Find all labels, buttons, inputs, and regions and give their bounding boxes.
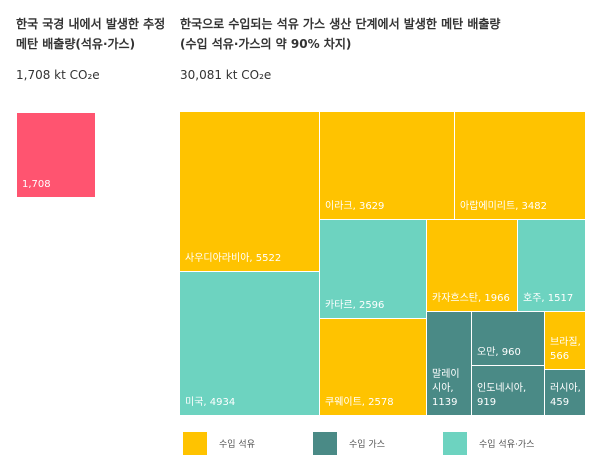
treemap-cell-말레이시아[interactable]: 말레이 시아, 1139 (426, 311, 472, 416)
treemap-cell-오만[interactable]: 오만, 960 (471, 311, 545, 366)
treemap-cell-쿠웨이트[interactable]: 쿠웨이트, 2578 (319, 318, 427, 416)
domestic-cell[interactable]: 1,708 (16, 112, 96, 198)
treemap-cell-label: 사우디아라비아, 5522 (185, 253, 282, 264)
treemap-cell-label: 인도네시아, 919 (477, 383, 527, 408)
treemap-cell-label: 미국, 4934 (185, 397, 236, 408)
treemap-cell-label: 호주, 1517 (523, 293, 574, 304)
treemap-cell-label: 오만, 960 (477, 347, 521, 358)
treemap-cell-label: 브라질, 566 (550, 337, 581, 362)
treemap-cell-호주[interactable]: 호주, 1517 (517, 219, 586, 312)
treemap-cell-label: 쿠웨이트, 2578 (325, 397, 394, 408)
imported-title: 한국으로 수입되는 석유 가스 생산 단계에서 발생한 메탄 배출량 (수입 석… (180, 17, 501, 51)
legend-oil-gas: 수입 석유·가스 (443, 432, 534, 455)
domestic-title: 한국 국경 내에서 발생한 추정 메탄 배출량(석유·가스) (16, 17, 166, 51)
domestic-cell-label: 1,708 (22, 179, 51, 190)
treemap-cell-이라크[interactable]: 이라크, 3629 (319, 111, 455, 220)
legend-label: 수입 석유·가스 (479, 440, 535, 450)
treemap-cell-label: 말레이 시아, 1139 (432, 369, 460, 408)
legend-oil: 수입 석유 (183, 432, 255, 455)
treemap-cell-label: 아랍에미리트, 3482 (460, 201, 548, 212)
legend-label: 수입 가스 (349, 440, 385, 450)
treemap-cell-카자흐스탄[interactable]: 카자흐스탄, 1966 (426, 219, 518, 312)
treemap-cell-label: 러시아, 459 (550, 383, 581, 408)
legend-swatch (313, 432, 337, 455)
legend-label: 수입 석유 (219, 440, 255, 450)
legend-gas: 수입 가스 (313, 432, 385, 455)
imported-total: 30,081 kt CO₂e (180, 68, 272, 82)
treemap-cell-인도네시아[interactable]: 인도네시아, 919 (471, 365, 545, 416)
treemap-cell-사우디아라비아[interactable]: 사우디아라비아, 5522 (179, 111, 320, 272)
treemap-cell-아랍에미리트[interactable]: 아랍에미리트, 3482 (454, 111, 586, 220)
legend-swatch (443, 432, 467, 455)
treemap-cell-미국[interactable]: 미국, 4934 (179, 271, 320, 416)
treemap-cell-카타르[interactable]: 카타르, 2596 (319, 219, 427, 319)
treemap-cell-브라질[interactable]: 브라질, 566 (544, 311, 586, 370)
treemap-cell-러시아[interactable]: 러시아, 459 (544, 369, 586, 416)
treemap-cell-label: 카자흐스탄, 1966 (432, 293, 510, 304)
treemap-cell-label: 이라크, 3629 (325, 201, 385, 212)
treemap-cell-label: 카타르, 2596 (325, 300, 385, 311)
legend-swatch (183, 432, 207, 455)
domestic-total: 1,708 kt CO₂e (16, 68, 100, 82)
